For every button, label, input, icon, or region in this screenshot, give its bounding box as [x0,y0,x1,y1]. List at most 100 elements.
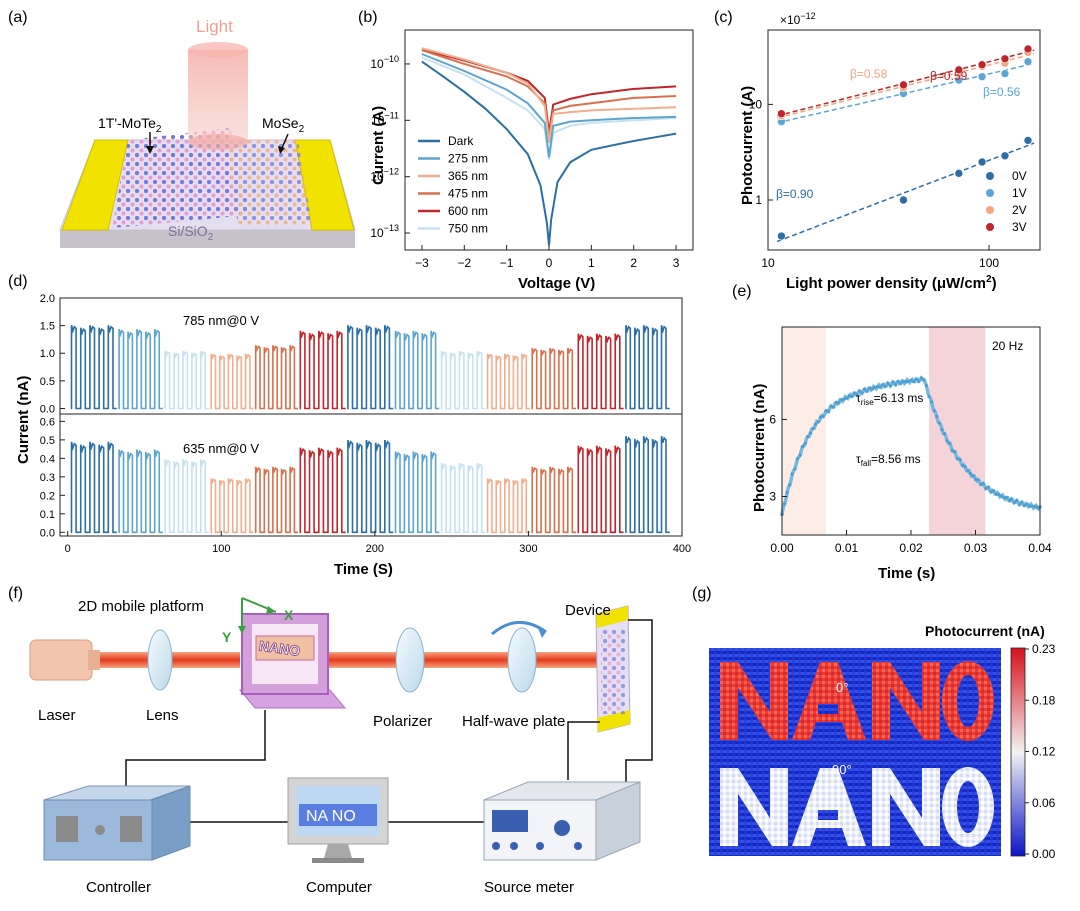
chart-c-multiplier-exp: −12 [800,11,815,21]
chart-d-xtick-label: 400 [673,543,691,555]
chart-c-point-3V [1023,44,1033,54]
chart-e-point [1035,506,1040,510]
chart-e-point [793,467,797,471]
chart-c-legend-label: 1V [1012,186,1027,200]
chart-e-xtick-label: 0.03 [964,541,988,555]
chart-d-top-segment [577,333,624,410]
chart-e-point [958,458,962,462]
letter-O-bottom-hole [957,781,979,833]
chart-e-tau-fall-sub: fall [861,459,871,468]
chart-c-point-0V [1000,151,1010,161]
polarizer-label: Polarizer [373,713,432,730]
chart-e-point [832,405,836,409]
chart-e-point [948,441,952,445]
chart-c-multiplier: ×10−12 [780,11,816,27]
chart-e-point [971,474,975,478]
chart-c-legend: 0V 1V 2V 3V [986,169,1027,234]
source-meter-button-4 [574,842,582,850]
chart-d-bottom-segment [394,451,440,534]
substrate-label: Si/SiO2 [168,223,214,243]
chart-b-xtick-label: 0 [546,256,553,270]
chart-b-xtick-label: −3 [415,256,429,270]
source-meter-display [492,810,528,832]
chart-e-point [1022,503,1027,508]
chart-d-top-ytick-label: 0.0 [40,403,55,415]
axis-y-label: Y [222,629,232,645]
panel-label-f: (f) [8,585,23,602]
chart-e-point [932,409,936,413]
computer-label: Computer [306,879,372,896]
chart-d-ticks: 0.0 0.5 1.0 1.5 2.0 0.0 0.1 0.2 0.3 0.4 0.5 0.6 0 100… [40,293,691,555]
chart-e-point [893,383,898,387]
chart-b-ytick-exp: −12 [384,167,399,177]
chart-c-xlabel-sup: 2 [986,274,992,285]
chart-e-point [989,490,993,494]
chart-e-xtick-label: 0.00 [770,541,794,555]
chart-b-xlabel: Voltage (V) [518,275,595,292]
chart-e-point [811,426,815,431]
chart-e-point [911,379,916,384]
platform-mask-text: NANO [258,637,301,659]
chart-e-point [862,387,867,391]
chart-d-top-segment [347,325,394,410]
chart-d-top-segment [440,350,486,410]
chart-e-point [914,377,918,381]
chart-e-point [819,415,823,419]
chart-e-point [829,404,833,408]
device-gold-bottom [597,710,630,732]
chart-e-point [927,395,931,399]
chart-e-point [808,431,812,435]
light-beam [188,50,248,142]
chart-b-line-Dark [421,60,677,246]
wire-device-meter-2 [567,721,600,780]
controller-knob [95,825,105,835]
chart-d-top-series [70,325,670,410]
chart-c-legend-swatch [986,223,994,231]
panel-f-setup: Laser Lens NANO 2D mobile platform X Y P… [29,597,653,896]
chart-e-series [780,375,1042,517]
chart-e-tau-rise-sub: rise [861,398,874,407]
chart-d-bottom-segment [625,436,670,534]
chart-c-point-1V [1000,69,1010,78]
chart-c-point-3V [777,109,786,118]
chart-c-point-1V [977,72,987,81]
chart-d-ylabel: Current (nA) [15,376,32,464]
chart-e-point [870,387,874,391]
chart-e-point [973,477,978,481]
chart-d-bottom-ytick-label: 0.2 [40,490,55,502]
chart-e-point [935,415,939,419]
chart-d-top-ytick-label: 1.5 [40,321,55,333]
chart-b-ytick-exp: −11 [384,110,399,120]
chart-e-xtick-label: 0.02 [899,541,923,555]
chart-e-freq: 20 Hz [992,339,1023,353]
controller-label: Controller [86,879,151,896]
chart-e-point [917,379,921,383]
chart-c-ytick-label: 10 [749,97,763,111]
chart-c-ytick-label: 1 [755,193,762,207]
chart-d-bottom-ytick-label: 0.0 [40,527,55,539]
chart-d-top-segment [254,345,298,410]
chart-e-point [847,394,851,398]
controller-side [151,785,191,861]
chart-c-multiplier-base: ×10 [780,13,801,27]
letter-O-top-hole [957,675,979,727]
chart-c-legend-label: 3V [1012,220,1027,234]
panel-a-device: Light 1T'-MoTe2 MoSe2 Si/SiO2 [59,17,356,248]
chart-e-point [785,490,789,494]
chart-e-point [821,414,825,418]
chart-e-point [816,420,820,424]
chart-e-ytick-label: 6 [769,412,776,426]
mose2-arrow [281,133,289,149]
source-meter-label: Source meter [484,879,574,896]
chart-e-point [899,381,903,385]
chart-e-point [963,465,967,469]
chart-d-bottom-segment [118,449,163,534]
chart-e-tau-rise: τrise=6.13 ms [856,391,923,407]
laser-beam-2 [328,652,598,668]
mose2-label-sub: 2 [299,124,305,135]
platform-mask-inner [255,635,315,661]
chart-e-point [1007,498,1011,503]
controller-panel-left [56,816,78,842]
substrate-label-main: Si/SiO [168,223,208,239]
chart-e-point [1030,504,1034,508]
